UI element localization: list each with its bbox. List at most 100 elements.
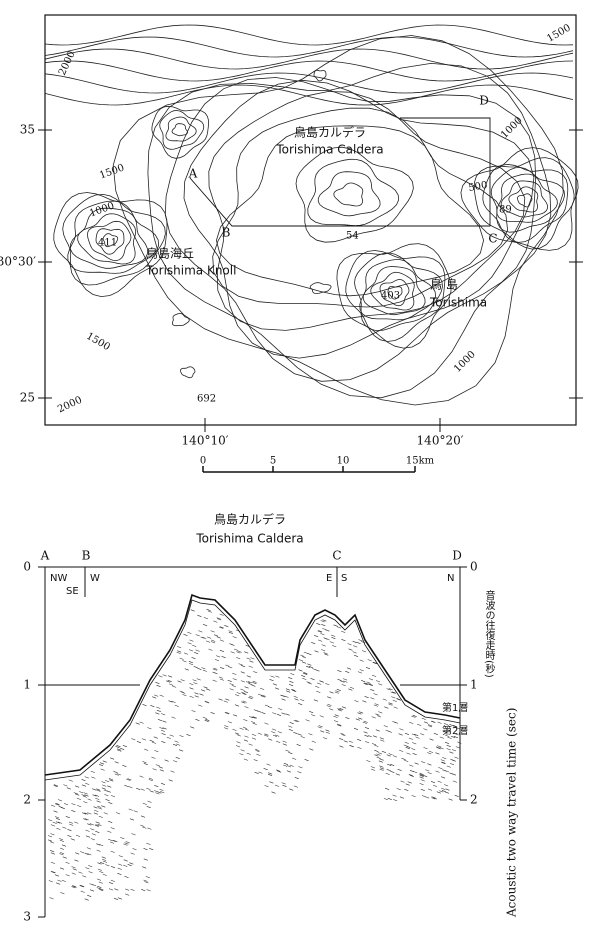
layer-label: 第2層 (442, 724, 468, 737)
hatch (432, 784, 438, 787)
direction: E (326, 573, 332, 584)
hatch (314, 650, 319, 653)
hatch (400, 780, 405, 783)
hatch (177, 680, 182, 683)
hatch (161, 733, 166, 736)
hatch (123, 859, 128, 862)
hatch (322, 628, 327, 631)
hatch (408, 774, 413, 777)
hatch (332, 645, 337, 648)
hatch (99, 762, 105, 765)
hatch (323, 652, 328, 655)
hatch (441, 790, 447, 793)
lat-label: 30°30′ (0, 255, 36, 269)
hatch (393, 721, 399, 724)
hatch (429, 738, 434, 741)
hatch (416, 723, 422, 726)
contour (215, 125, 485, 297)
hatch (227, 679, 232, 682)
hatch (102, 873, 107, 876)
hatch (139, 721, 144, 724)
hatch (219, 667, 225, 670)
hatch (440, 759, 445, 762)
hatch (108, 888, 114, 891)
hatch (65, 861, 70, 864)
contour (44, 24, 574, 46)
hatch (379, 767, 385, 770)
hatch (99, 889, 104, 892)
hatch (243, 691, 249, 694)
hatch (431, 720, 436, 723)
hatch (364, 727, 370, 730)
hatch (240, 665, 246, 668)
direction: NW (50, 573, 67, 584)
direction: W (90, 573, 100, 584)
hatch (83, 801, 88, 804)
hatch (182, 660, 187, 663)
hatch (298, 669, 303, 672)
hatch (202, 636, 207, 639)
hatch (337, 724, 342, 727)
hatch (375, 680, 381, 683)
hatch (71, 810, 76, 813)
hatch (115, 812, 121, 815)
hatch (285, 749, 290, 752)
contour (295, 146, 414, 243)
hatch (49, 850, 55, 853)
hatch (360, 680, 366, 683)
section-point: C (488, 232, 497, 246)
map-ticks (38, 129, 583, 432)
hatch (274, 687, 280, 690)
hatch (291, 688, 296, 691)
hatch (317, 726, 322, 729)
hatch (97, 885, 102, 888)
hatch (301, 661, 307, 664)
hatch (110, 866, 116, 869)
hatch (56, 827, 61, 830)
hatch (229, 688, 234, 691)
hatch (353, 654, 359, 657)
hatch (63, 803, 69, 806)
hatch (146, 889, 151, 892)
hatch (357, 712, 362, 715)
hatch (307, 663, 312, 666)
hatch (295, 719, 300, 722)
hatch (101, 781, 106, 784)
hatch (50, 824, 56, 827)
hatch (392, 799, 398, 802)
hatch (201, 667, 206, 670)
hatch (183, 652, 189, 655)
contour (44, 72, 574, 94)
hatch (66, 787, 71, 790)
left-tick: 2 (23, 793, 31, 807)
hatch (308, 666, 314, 669)
hatch (50, 861, 56, 864)
lon-label: 140°20′ (417, 434, 464, 448)
hatch (105, 799, 110, 802)
hatch (329, 641, 334, 644)
hatch (232, 678, 237, 681)
hatch (252, 722, 257, 725)
hatch (194, 652, 199, 655)
hatch (145, 876, 150, 879)
hatch (372, 735, 378, 738)
hatch (86, 847, 92, 850)
contour (212, 107, 509, 308)
hatch (443, 723, 449, 726)
hatch (94, 824, 99, 827)
feature-en: Torishima Caldera (275, 143, 383, 157)
hatch (162, 720, 167, 723)
contour-label: 500 (468, 180, 489, 194)
contour (313, 69, 327, 82)
hatch (140, 815, 146, 818)
hatch (252, 680, 257, 683)
hatch (340, 732, 345, 735)
hatch (286, 770, 292, 773)
hatch (263, 768, 268, 771)
hatch (302, 677, 307, 680)
hatch (272, 734, 278, 737)
hatch (87, 798, 92, 801)
hatch (321, 624, 326, 627)
hatch (349, 686, 355, 689)
hatch (384, 706, 389, 709)
